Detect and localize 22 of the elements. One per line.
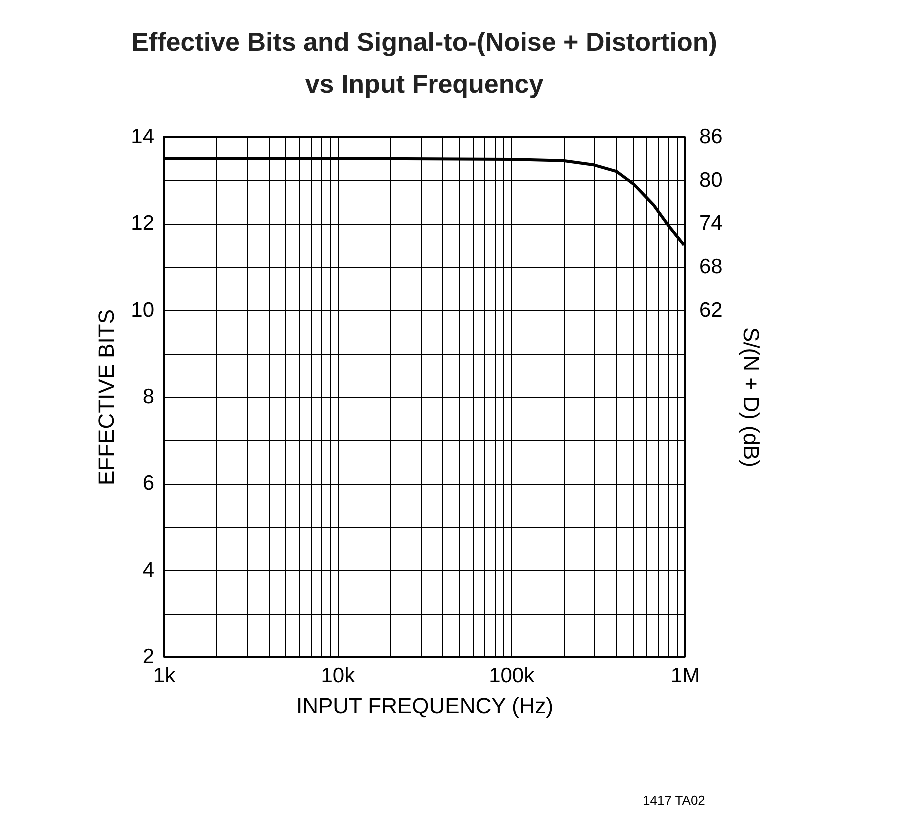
text: 1417 TA02 [643,793,706,808]
x-tick-label: 1M [670,664,700,688]
y-tick-label: 8 [142,386,154,408]
x-tick-label: 100k [489,664,536,688]
y-tick-label: 14 [131,126,155,148]
y2-tick-label: 74 [700,212,724,236]
x-tick-label: 1k [153,664,176,688]
y2-tick-label: 80 [700,168,723,192]
y-tick-label: 2 [142,646,154,668]
y2-tick-label: 68 [700,256,723,278]
x-tick-label: 10k [321,664,356,688]
text: Effective Bits and Signal-to-(Noise + Distortion) [132,27,718,57]
y2-tick-label: 62 [700,298,723,322]
y-tick-label: 6 [142,472,154,496]
y2-axis-title: S/(N + D) (dB) [738,328,764,468]
y2-tick-label: 86 [700,126,723,148]
text: vs Input Frequency [305,69,544,99]
y-tick-label: 10 [131,298,154,322]
y-tick-label: 4 [142,558,155,582]
y-axis-title: EFFECTIVE BITS [94,309,120,486]
y-tick-label: 12 [131,212,154,236]
x-axis-title: INPUT FREQUENCY (Hz) [296,694,554,718]
